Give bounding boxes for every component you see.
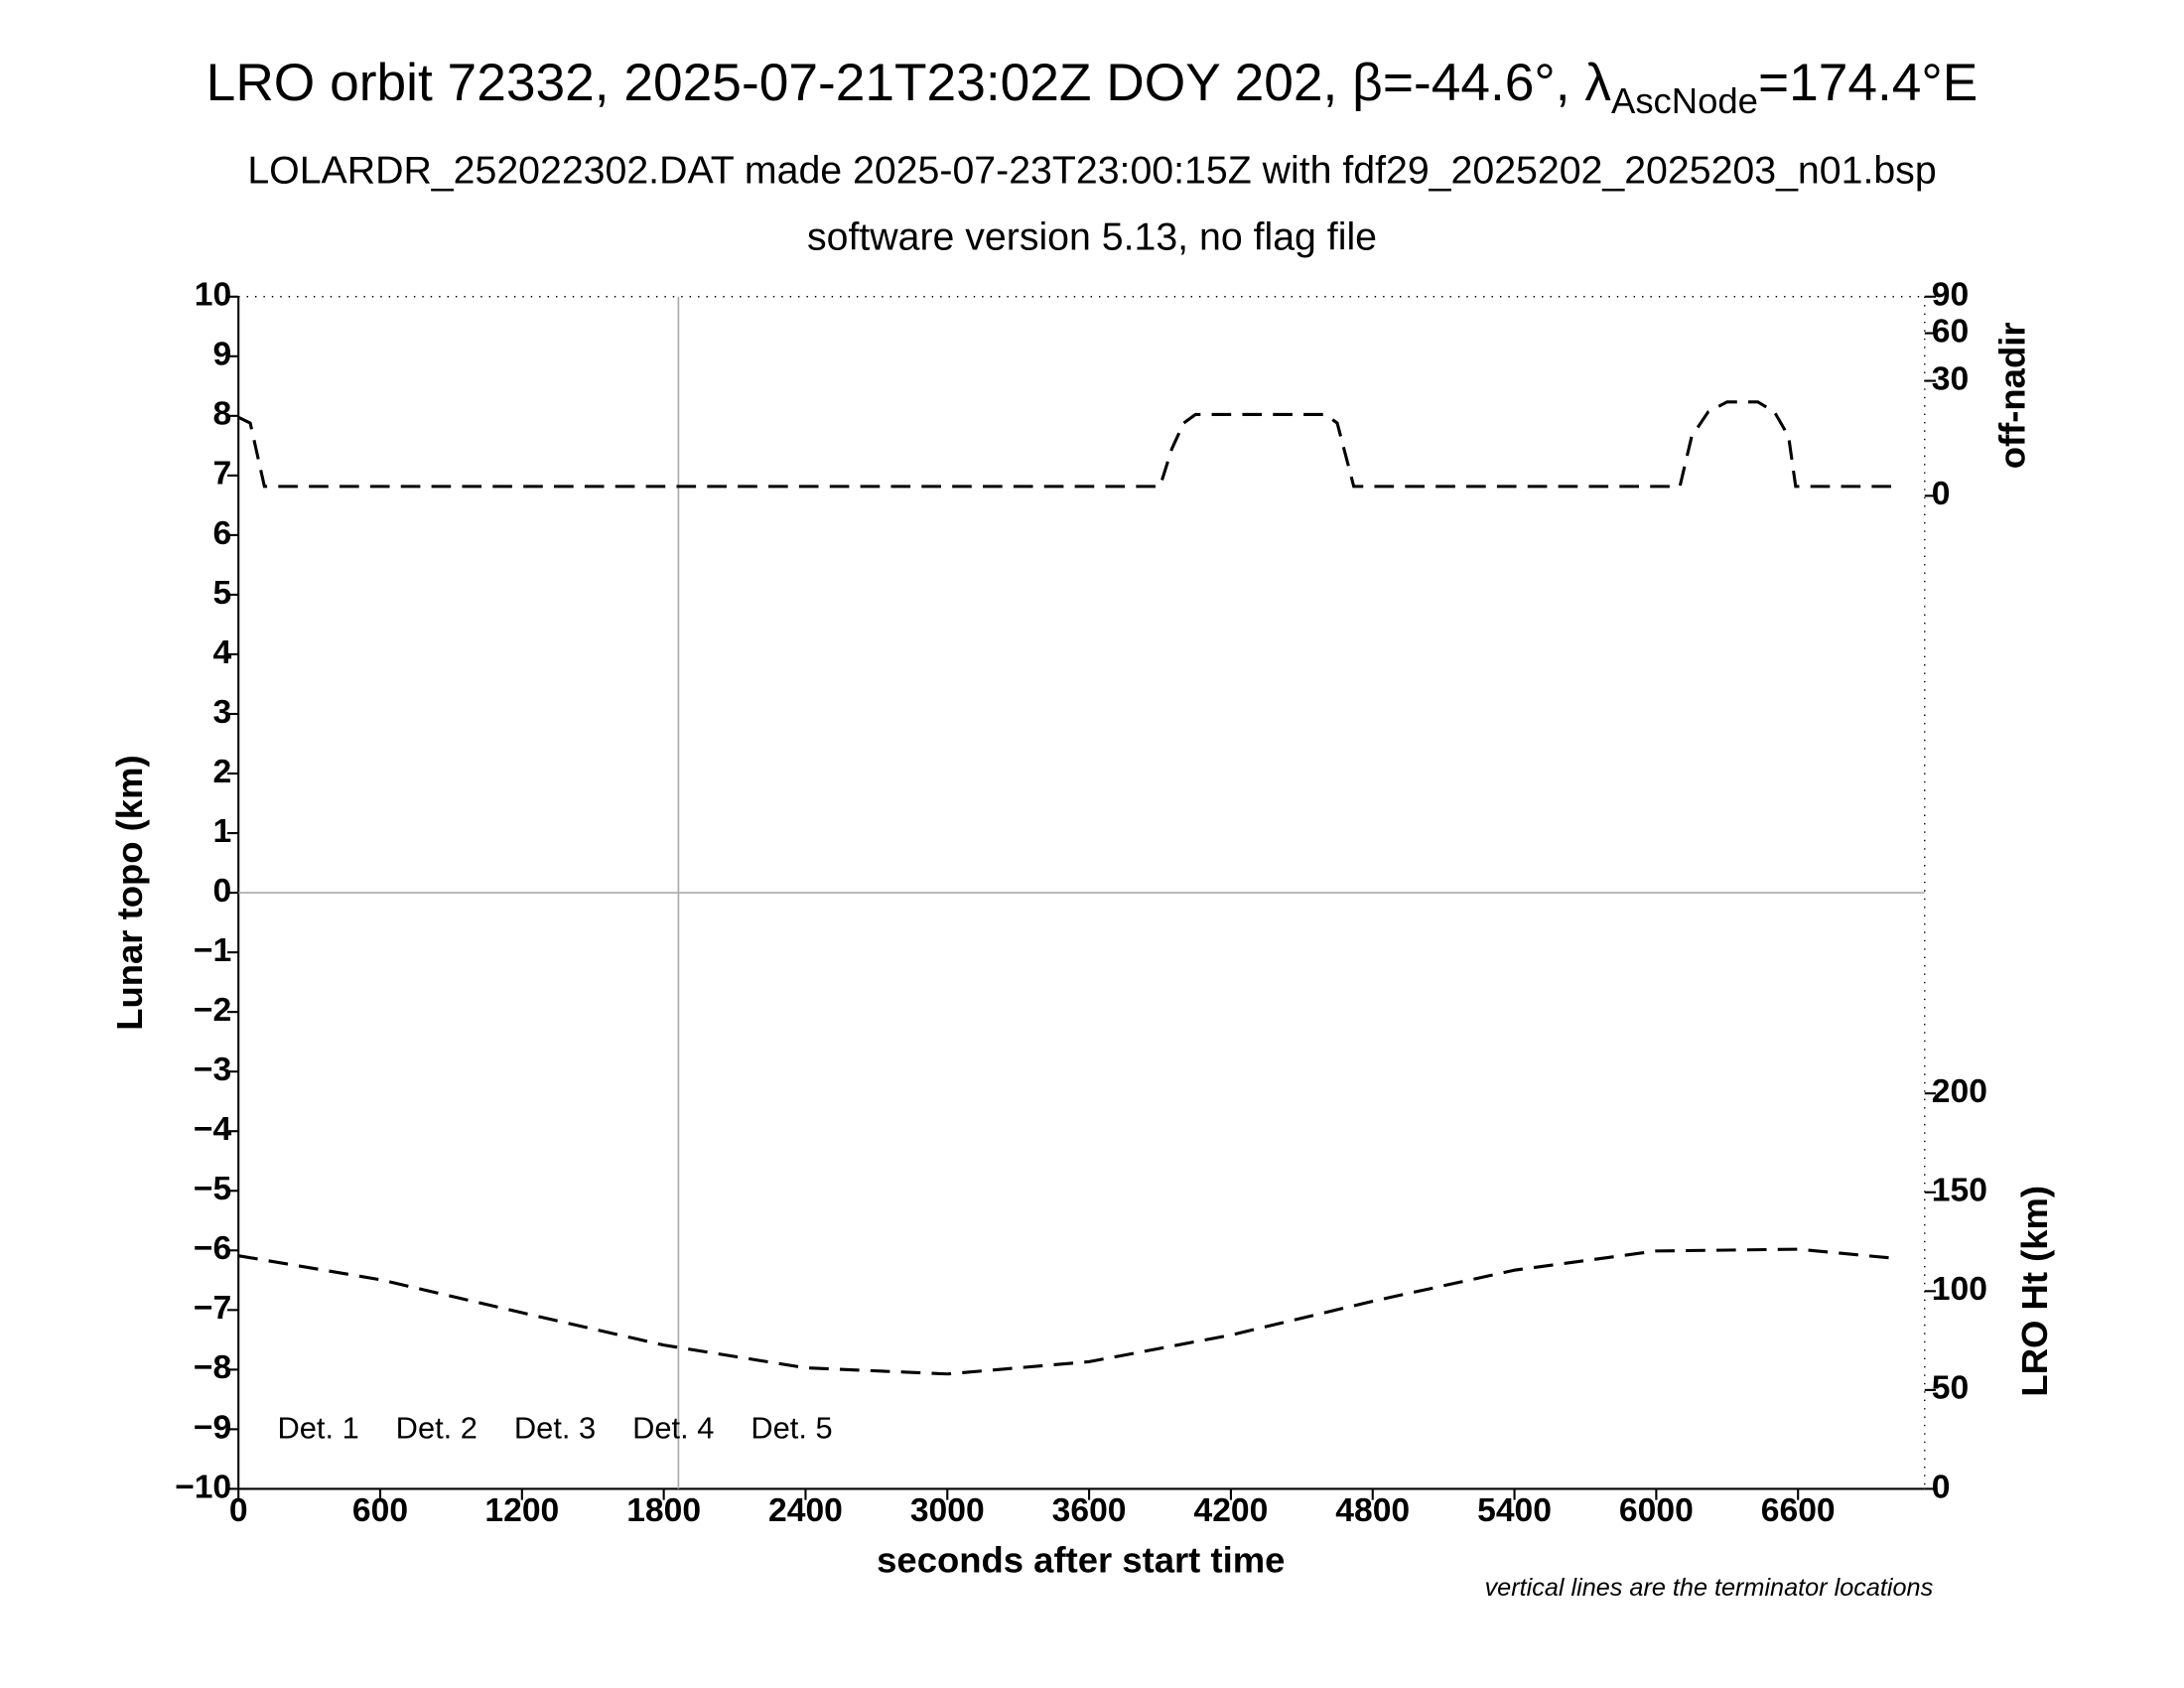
title-sub: AscNode	[1611, 79, 1758, 120]
subtitle: software version 5.13, no flag file	[807, 215, 1377, 259]
y-tick-label: 9	[212, 337, 231, 373]
y-tick-label: −7	[194, 1290, 231, 1327]
y3-tick-label: 30	[1932, 360, 1969, 397]
y-tick-label: −8	[194, 1349, 231, 1386]
x-tick-label: 4800	[1335, 1492, 1410, 1529]
y2-tick-label: 50	[1932, 1370, 1969, 1407]
x-tick-label: 3600	[1052, 1492, 1127, 1529]
legend-entry: Det. 4	[632, 1411, 714, 1446]
x-tick-label: 4200	[1193, 1492, 1268, 1529]
y-tick-label: 8	[212, 396, 231, 433]
y-tick-label: −4	[194, 1111, 232, 1148]
y-tick-label: 10	[195, 277, 231, 314]
y3-tick-label: 90	[1932, 277, 1969, 314]
legend-entry: Det. 1	[277, 1411, 358, 1446]
y-tick-label: −1	[194, 932, 231, 969]
subtitle: LOLARDR_252022302.DAT made 2025-07-23T23…	[247, 148, 1936, 192]
y-tick-label: 3	[212, 694, 231, 731]
y-tick-label: 6	[212, 515, 231, 552]
series-line	[237, 1247, 1893, 1376]
x-tick-label: 6000	[1619, 1492, 1694, 1529]
title-main: LRO orbit 72332, 2025-07-21T23:02Z DOY 2…	[206, 54, 1612, 112]
x-tick-label: 2400	[768, 1492, 843, 1529]
x-tick-label: 0	[229, 1492, 248, 1529]
y2-tick-label: 100	[1932, 1271, 1987, 1308]
y2-tick-label: 0	[1932, 1469, 1951, 1505]
legend-entry: Det. 3	[514, 1411, 596, 1446]
y-tick-label: −6	[194, 1230, 231, 1267]
y-tick-label: −9	[194, 1409, 231, 1446]
annotation: vertical lines are the terminator locati…	[1485, 1574, 1934, 1602]
y-tick-label: 7	[212, 456, 231, 492]
x-tick-label: 3000	[910, 1492, 985, 1529]
series-line	[237, 400, 1893, 489]
legend-entry: Det. 2	[396, 1411, 478, 1446]
y-tick-label: 4	[212, 634, 231, 671]
y3-axis-label: off-nadir	[1992, 322, 2033, 469]
y-tick-label: 5	[212, 575, 231, 612]
title-end: =174.4°E	[1758, 54, 1978, 112]
y-tick-label: −5	[194, 1171, 231, 1207]
y-tick-label: 0	[212, 873, 231, 910]
y2-tick-label: 150	[1932, 1173, 1987, 1209]
y-tick-label: 1	[212, 813, 231, 850]
chart-title: LRO orbit 72332, 2025-07-21T23:02Z DOY 2…	[206, 54, 1979, 120]
x-tick-label: 5400	[1477, 1492, 1552, 1529]
y-tick-label: −2	[194, 992, 231, 1029]
x-tick-label: 1800	[626, 1492, 701, 1529]
y-tick-label: 2	[212, 754, 231, 790]
legend-entry: Det. 5	[751, 1411, 832, 1446]
x-tick-label: 600	[352, 1492, 408, 1529]
y3-tick-label: 0	[1932, 476, 1951, 512]
x-axis-label: seconds after start time	[877, 1539, 1285, 1580]
x-tick-label: 6600	[1761, 1492, 1836, 1529]
y-axis-label: Lunar topo (km)	[109, 755, 150, 1030]
y-tick-label: −3	[194, 1052, 231, 1088]
y3-tick-label: 60	[1932, 313, 1969, 350]
y2-axis-label: LRO Ht (km)	[2014, 1186, 2055, 1397]
y-tick-label: −10	[175, 1469, 231, 1505]
y2-tick-label: 200	[1932, 1073, 1987, 1110]
x-tick-label: 1200	[484, 1492, 559, 1529]
